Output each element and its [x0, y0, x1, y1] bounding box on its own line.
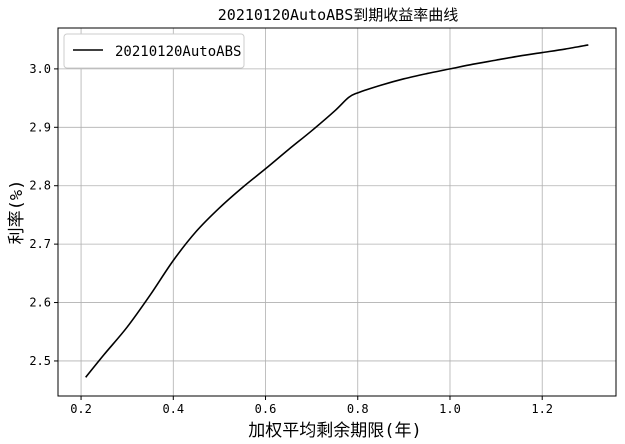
y-tick-label: 2.5 — [29, 354, 51, 368]
grid — [58, 28, 616, 396]
legend-box — [63, 33, 245, 69]
legend: 20210120AutoABS — [63, 33, 245, 69]
x-axis-label: 加权平均剩余期限(年) — [248, 421, 421, 441]
x-tick-label: 1.0 — [439, 402, 461, 416]
plot-area — [57, 27, 617, 397]
y-tick-label: 3.0 — [29, 62, 51, 76]
x-tick-label: 0.4 — [162, 402, 184, 416]
series-layer — [85, 44, 589, 378]
series-line — [85, 44, 589, 378]
y-tick-label: 2.9 — [29, 120, 51, 134]
x-tick-label: 0.6 — [255, 402, 277, 416]
y-tick-label: 2.6 — [29, 296, 51, 310]
x-tick-label: 0.2 — [70, 402, 92, 416]
y-tick-label: 2.7 — [29, 237, 51, 251]
y-tick-label: 2.8 — [29, 179, 51, 193]
chart-title: 20210120AutoABS到期收益率曲线 — [218, 6, 458, 24]
axis-ticks: 0.2 0.4 0.6 0.8 1.0 1.2 2.5 2.6 2.7 2.8 2.9 3.0 — [29, 62, 553, 416]
x-tick-label: 0.8 — [347, 402, 369, 416]
x-tick-label: 1.2 — [531, 402, 553, 416]
y-axis-label: 利率(%) — [7, 180, 27, 245]
legend-label: 20210120AutoABS — [115, 44, 241, 60]
